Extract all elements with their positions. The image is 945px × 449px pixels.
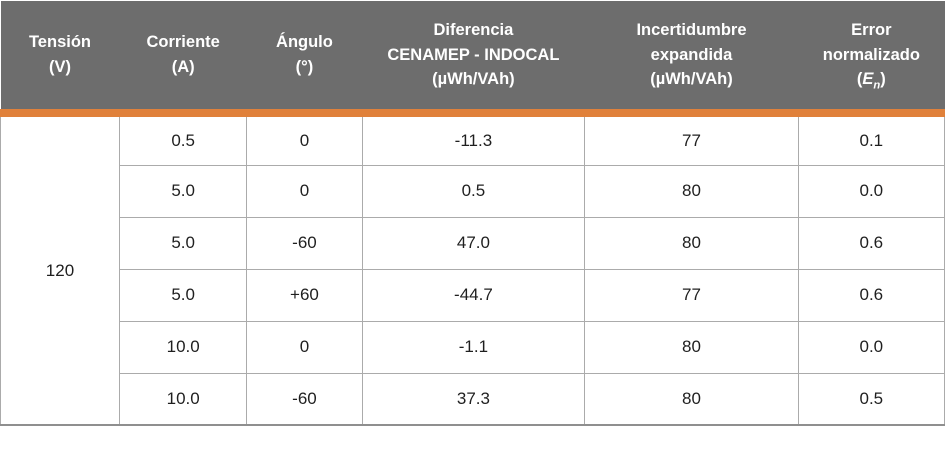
cell-tension-merged: 120 bbox=[0, 112, 120, 426]
cell-error-normalizado: 0.0 bbox=[797, 164, 945, 218]
table-row: 5.0 0 0.5 80 0.0 bbox=[1, 164, 945, 218]
header-label: Corriente bbox=[146, 33, 220, 52]
table-row: 10.0 0 -1.1 80 0.0 bbox=[1, 320, 945, 374]
cell-incertidumbre: 77 bbox=[584, 268, 799, 322]
cell-error-normalizado: 0.6 bbox=[797, 268, 945, 322]
cell-corriente: 5.0 bbox=[118, 164, 248, 218]
header-cell-angulo: Ángulo (°) bbox=[246, 1, 363, 117]
table-row: 120 0.5 0 -11.3 77 0.1 bbox=[0, 112, 945, 426]
table-body: 120 0.5 0 -11.3 77 0.1 5.0 0 0.5 80 0.0 … bbox=[0, 112, 945, 426]
cell-angulo: -60 bbox=[246, 216, 363, 270]
cell-incertidumbre: 77 bbox=[584, 112, 799, 166]
cell-error-normalizado: 0.0 bbox=[797, 320, 945, 374]
header-label: Tensión bbox=[28, 33, 91, 52]
cell-diferencia: 37.3 bbox=[361, 372, 586, 426]
cell-incertidumbre: 80 bbox=[584, 164, 799, 218]
en-subscript: n bbox=[873, 79, 881, 92]
header-label: Diferencia bbox=[433, 20, 514, 39]
measurement-results-table: Tensión (V) Corriente (A) Ángulo (°) Dif… bbox=[0, 1, 945, 426]
header-unit: (µWh/VAh) bbox=[650, 70, 733, 89]
header-unit: (V) bbox=[48, 58, 71, 76]
cell-angulo: 0 bbox=[246, 320, 363, 374]
cell-angulo: +60 bbox=[246, 268, 363, 322]
cell-corriente: 5.0 bbox=[118, 216, 248, 270]
table-row: 10.0 -60 37.3 80 0.5 bbox=[1, 372, 945, 426]
cell-angulo: 0 bbox=[246, 164, 363, 218]
header-cell-incertidumbre: Incertidumbre expandida (µWh/VAh) bbox=[584, 1, 799, 117]
header-label: expandida bbox=[650, 45, 733, 64]
cell-incertidumbre: 80 bbox=[584, 372, 799, 426]
header-cell-tension: Tensión (V) bbox=[0, 1, 120, 117]
cell-diferencia: 47.0 bbox=[361, 216, 586, 270]
header-label: normalizado bbox=[822, 45, 920, 64]
cell-diferencia: -1.1 bbox=[361, 320, 586, 374]
header-unit: (µWh/VAh) bbox=[432, 70, 515, 89]
table-row: 5.0 +60 -44.7 77 0.6 bbox=[1, 268, 945, 322]
cell-incertidumbre: 80 bbox=[584, 216, 799, 270]
header-cell-error-normalizado: Error normalizado (En) bbox=[798, 1, 945, 117]
header-unit: (A) bbox=[171, 58, 195, 76]
cell-diferencia: -44.7 bbox=[361, 268, 586, 322]
en-symbol: E bbox=[862, 70, 874, 89]
header-label: Ángulo bbox=[276, 33, 333, 52]
cell-error-normalizado: 0.6 bbox=[797, 216, 945, 270]
header-unit: (En) bbox=[856, 70, 886, 92]
header-label: CENAMEP - INDOCAL bbox=[387, 45, 560, 64]
cell-error-normalizado: 0.1 bbox=[797, 112, 945, 166]
cell-error-normalizado: 0.5 bbox=[797, 372, 945, 426]
cell-diferencia: -11.3 bbox=[361, 112, 586, 166]
table-row: 5.0 -60 47.0 80 0.6 bbox=[1, 216, 945, 270]
header-cell-corriente: Corriente (A) bbox=[119, 1, 247, 117]
table-header: Tensión (V) Corriente (A) Ángulo (°) Dif… bbox=[0, 1, 945, 117]
header-cell-diferencia: Diferencia CENAMEP - INDOCAL (µWh/VAh) bbox=[362, 1, 585, 117]
cell-corriente: 10.0 bbox=[118, 372, 248, 426]
header-label: Error bbox=[851, 20, 892, 39]
cell-angulo: -60 bbox=[246, 372, 363, 426]
cell-angulo: 0 bbox=[246, 112, 363, 166]
cell-corriente: 0.5 bbox=[118, 112, 248, 166]
cell-corriente: 5.0 bbox=[118, 268, 248, 322]
header-unit: (°) bbox=[295, 58, 314, 76]
cell-corriente: 10.0 bbox=[118, 320, 248, 374]
header-row: Tensión (V) Corriente (A) Ángulo (°) Dif… bbox=[0, 1, 945, 117]
header-label: Incertidumbre bbox=[636, 20, 747, 39]
cell-incertidumbre: 80 bbox=[584, 320, 799, 374]
cell-diferencia: 0.5 bbox=[361, 164, 586, 218]
